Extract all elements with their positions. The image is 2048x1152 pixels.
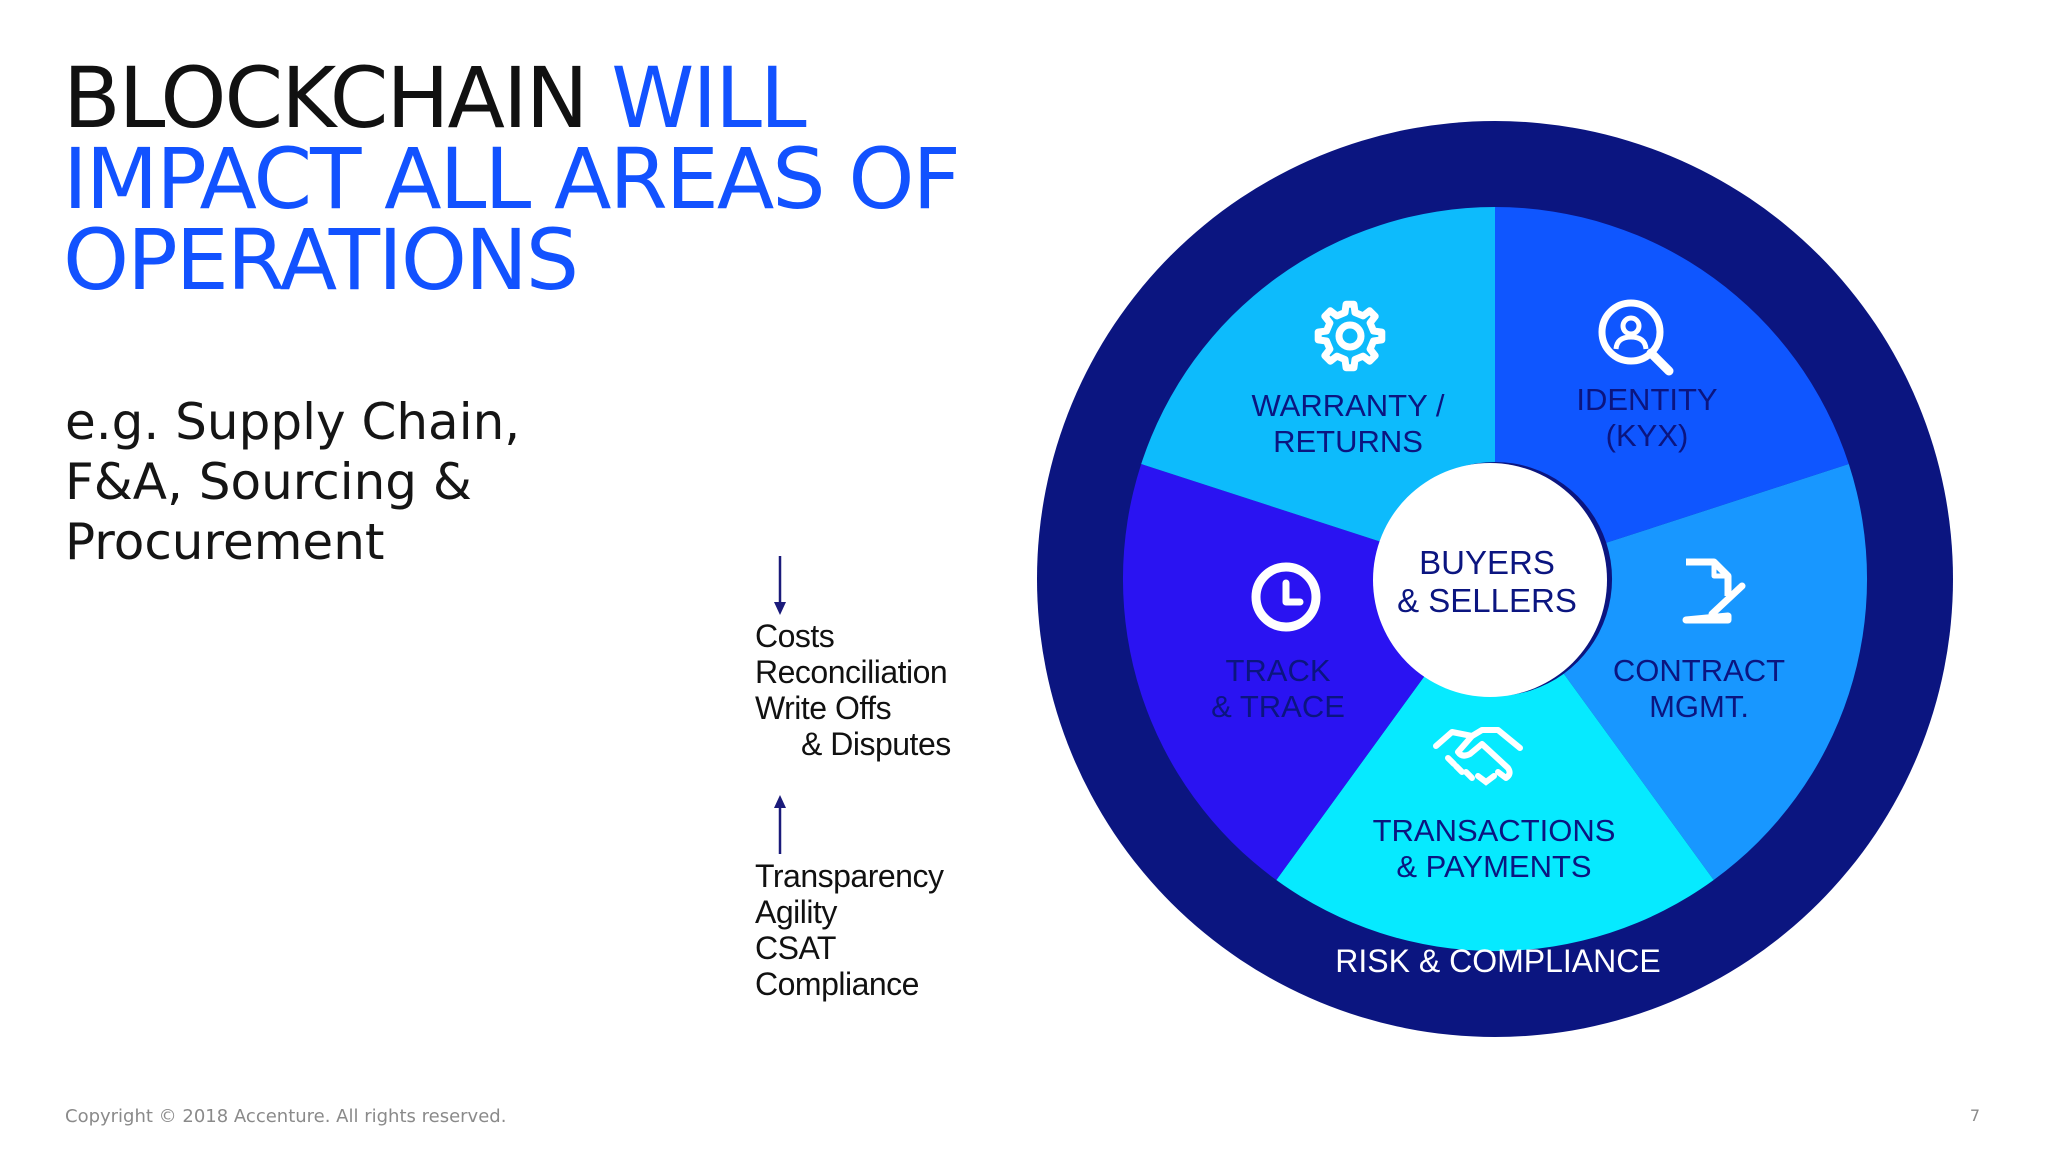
title-part-blockchain: BLOCKCHAIN [63, 49, 589, 147]
title-part-will: WILL [611, 49, 806, 147]
decrease-item-disputes: & Disputes [801, 726, 951, 762]
subtitle-line-3: Procurement [65, 513, 385, 571]
identity-label-line-1: IDENTITY [1576, 382, 1717, 417]
decrease-item-reconciliation: Reconciliation [755, 654, 948, 690]
increase-item-csat: CSAT [755, 930, 836, 966]
operations-wheel-diagram: BUYERS & SELLERS WARRANTY / RETURNS IDEN… [1037, 121, 1953, 1037]
clock-icon [1251, 562, 1321, 632]
warranty-label-line-2: RETURNS [1273, 424, 1423, 459]
increase-item-agility: Agility [755, 894, 837, 930]
increase-item-transparency: Transparency [755, 858, 944, 894]
gear-icon [1314, 300, 1386, 372]
down-arrow-icon [774, 556, 786, 615]
subtitle-line-1: e.g. Supply Chain, [65, 393, 521, 451]
transactions-label-line-1: TRANSACTIONS [1373, 813, 1616, 848]
page-number: 7 [1969, 1106, 1980, 1125]
up-arrow-icon [774, 795, 786, 854]
segment-warranty-returns [1495, 207, 1849, 543]
increase-list: Transparency Agility CSAT Compliance [755, 858, 944, 1002]
segment-identity [1563, 464, 1868, 880]
center-label-line-2: & SELLERS [1397, 582, 1577, 619]
slide-subtitle: e.g. Supply Chain, F&A, Sourcing & Procu… [65, 392, 520, 572]
track-label-line-2: & TRACE [1211, 689, 1345, 724]
risk-compliance-label: RISK & COMPLIANCE [1335, 943, 1660, 979]
contract-label-line-1: CONTRACT [1613, 653, 1785, 688]
increase-item-compliance: Compliance [755, 966, 919, 1002]
center-hub [1373, 463, 1607, 697]
decrease-item-write-offs: Write Offs [755, 690, 892, 726]
identity-label-line-2: (KYX) [1606, 418, 1689, 453]
handshake-icon [1433, 727, 1523, 786]
contract-label-line-2: MGMT. [1649, 689, 1749, 724]
document-edit-icon [1682, 558, 1746, 624]
segment-transactions-payments [1122, 464, 1427, 880]
segment-track-trace [1141, 206, 1495, 543]
decrease-list: Costs Reconciliation Write Offs & Disput… [755, 618, 951, 762]
slide-title: BLOCKCHAIN WILL IMPACT ALL AREAS OF OPER… [63, 56, 961, 302]
title-line-2: IMPACT ALL AREAS OF [63, 130, 961, 228]
transactions-label-line-2: & PAYMENTS [1396, 849, 1591, 884]
track-label-line-1: TRACK [1225, 653, 1330, 688]
decrease-item-costs: Costs [755, 618, 835, 654]
subtitle-line-2: F&A, Sourcing & [65, 453, 472, 511]
copyright-notice: Copyright © 2018 Accenture. All rights r… [65, 1106, 507, 1127]
title-line-3: OPERATIONS [63, 211, 579, 309]
warranty-label-line-1: WARRANTY / [1252, 388, 1445, 423]
segment-contract-management [1276, 673, 1714, 952]
center-label-line-1: BUYERS [1419, 544, 1555, 581]
identity-search-icon [1598, 299, 1674, 376]
